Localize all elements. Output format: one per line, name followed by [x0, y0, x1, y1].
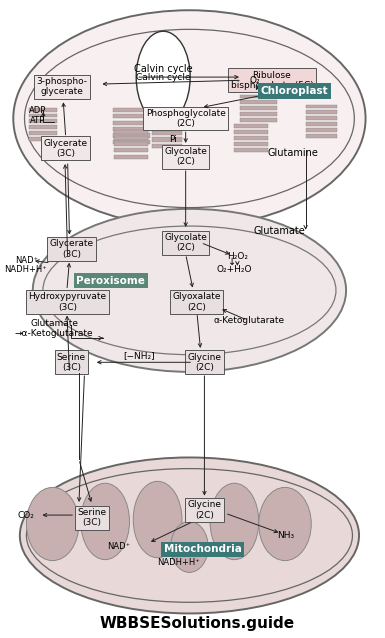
Bar [234, 124, 268, 128]
Ellipse shape [25, 29, 354, 207]
Text: Mitochondria: Mitochondria [164, 544, 241, 554]
Bar [152, 137, 182, 142]
Bar [240, 100, 278, 104]
Text: Peroxisome: Peroxisome [76, 276, 145, 286]
Text: Glyoxalate
(2C): Glyoxalate (2C) [172, 292, 221, 311]
Text: WBBSESolutions.guide: WBBSESolutions.guide [99, 616, 295, 631]
Text: ↓: ↓ [228, 257, 237, 267]
Text: NADH+H⁺: NADH+H⁺ [4, 265, 47, 274]
Circle shape [136, 31, 190, 123]
Text: Glycine
(2C): Glycine (2C) [187, 500, 221, 520]
Bar [112, 114, 150, 119]
Bar [234, 142, 268, 146]
Bar [240, 94, 278, 98]
Text: Glycine
(2C): Glycine (2C) [187, 353, 221, 372]
Text: Chloroplast: Chloroplast [261, 86, 328, 96]
Bar [114, 149, 148, 152]
Ellipse shape [171, 521, 208, 572]
Ellipse shape [210, 483, 259, 560]
Bar [29, 114, 57, 117]
Bar [234, 136, 268, 140]
Bar [29, 108, 57, 112]
Text: Glycolate
(2C): Glycolate (2C) [164, 147, 207, 167]
Text: Calvin cycle: Calvin cycle [136, 73, 191, 82]
Bar [306, 134, 338, 138]
Text: α-Ketoglutarate: α-Ketoglutarate [214, 316, 285, 325]
Text: [−NH₂]: [−NH₂] [123, 352, 155, 360]
Bar [234, 130, 268, 134]
Text: NADH+H⁺: NADH+H⁺ [157, 558, 200, 567]
Text: Glycerate
(3C): Glycerate (3C) [49, 239, 94, 258]
Bar [114, 130, 148, 134]
Text: 3-phospho-
glycerate: 3-phospho- glycerate [37, 77, 87, 96]
Bar [112, 121, 150, 125]
Text: CO₂: CO₂ [18, 510, 35, 519]
Text: H₂O₂: H₂O₂ [227, 252, 248, 261]
Text: Phosphoglycolate
(2C): Phosphoglycolate (2C) [146, 108, 226, 128]
Text: →α-Ketoglutarate: →α-Ketoglutarate [15, 329, 93, 338]
Text: NAD⁺: NAD⁺ [15, 256, 38, 265]
Bar [306, 105, 338, 108]
Text: Hydroxypyruvate
(3C): Hydroxypyruvate (3C) [28, 292, 107, 311]
Bar [234, 148, 268, 152]
Ellipse shape [27, 487, 79, 561]
Bar [306, 110, 338, 114]
Bar [112, 133, 150, 138]
Text: NH₃: NH₃ [278, 531, 295, 540]
Bar [29, 131, 57, 135]
Bar [114, 154, 148, 159]
Text: Glycolate
(2C): Glycolate (2C) [164, 233, 207, 252]
Text: ADP: ADP [29, 106, 46, 115]
Ellipse shape [259, 487, 311, 561]
Bar [114, 142, 148, 146]
Bar [152, 131, 182, 135]
Text: NAD⁺: NAD⁺ [107, 542, 130, 551]
Ellipse shape [27, 468, 352, 602]
Bar [306, 122, 338, 126]
Text: Ribulose
bisphosphate (5C): Ribulose bisphosphate (5C) [231, 71, 313, 90]
Ellipse shape [13, 10, 366, 226]
Bar [306, 128, 338, 131]
Text: Pi: Pi [169, 135, 176, 144]
Text: Calvin cycle: Calvin cycle [134, 64, 192, 74]
Text: Serine
(3C): Serine (3C) [77, 508, 107, 528]
Text: O₂+H₂O: O₂+H₂O [217, 265, 252, 274]
Bar [29, 119, 57, 123]
Text: Glutamine: Glutamine [267, 149, 318, 158]
Bar [240, 118, 278, 122]
Bar [240, 112, 278, 116]
Bar [152, 144, 182, 149]
Bar [112, 108, 150, 112]
Bar [112, 140, 150, 144]
Ellipse shape [43, 226, 336, 355]
Text: Serine
(3C): Serine (3C) [57, 353, 86, 372]
Text: Glutamate: Glutamate [253, 226, 305, 236]
Text: ATP: ATP [30, 116, 45, 125]
Ellipse shape [133, 481, 182, 558]
Bar [306, 116, 338, 120]
Bar [240, 89, 278, 93]
Ellipse shape [33, 209, 346, 372]
Ellipse shape [20, 457, 359, 613]
Text: Glycerate
(3C): Glycerate (3C) [44, 138, 88, 158]
Bar [112, 127, 150, 131]
Ellipse shape [81, 483, 129, 560]
Text: O₂: O₂ [250, 77, 260, 85]
Bar [29, 137, 57, 141]
Bar [240, 106, 278, 110]
Bar [114, 137, 148, 140]
Bar [152, 117, 182, 122]
Bar [152, 124, 182, 128]
Bar [29, 125, 57, 129]
Text: Glutamate: Glutamate [30, 319, 79, 328]
